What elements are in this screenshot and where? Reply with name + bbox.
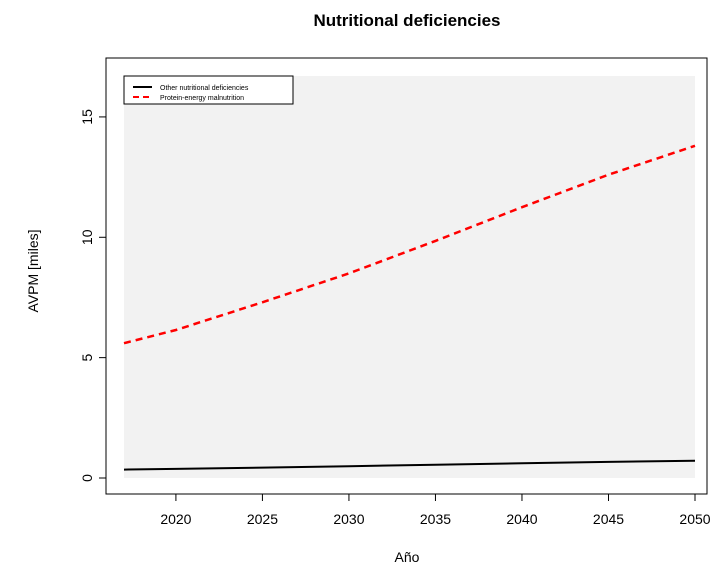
legend-label-other: Other nutritional deficiencies (160, 85, 249, 92)
x-tick-label: 2050 (679, 511, 710, 527)
legend: Other nutritional deficiencies Protein-e… (123, 75, 294, 105)
plot-background (124, 76, 695, 478)
y-tick-label: 5 (79, 354, 95, 362)
y-tick-label: 10 (79, 229, 95, 245)
y-tick-label: 0 (79, 474, 95, 482)
x-tick-label: 2025 (247, 511, 278, 527)
legend-box (123, 75, 294, 105)
x-tick-label: 2035 (420, 511, 451, 527)
x-axis-label: Año (395, 549, 420, 565)
x-tick-label: 2040 (506, 511, 537, 527)
y-axis: 0 5 10 15 (79, 109, 106, 482)
x-tick-label: 2045 (593, 511, 624, 527)
x-axis: 2020 2025 2030 2035 2040 2045 2050 (160, 494, 711, 527)
x-tick-label: 2020 (160, 511, 191, 527)
y-tick-label: 15 (79, 109, 95, 125)
series-layer (123, 144, 696, 471)
x-tick-label: 2030 (333, 511, 364, 527)
series-line-protein-energy-malnutrition (123, 144, 696, 345)
chart-title: Nutritional deficiencies (313, 11, 500, 30)
series-line-other-nutritional-deficiencies (123, 459, 696, 471)
plot-frame (105, 57, 708, 495)
y-axis-label: AVPM [miles] (25, 230, 41, 313)
legend-label-pem: Protein-energy malnutrition (160, 95, 244, 102)
